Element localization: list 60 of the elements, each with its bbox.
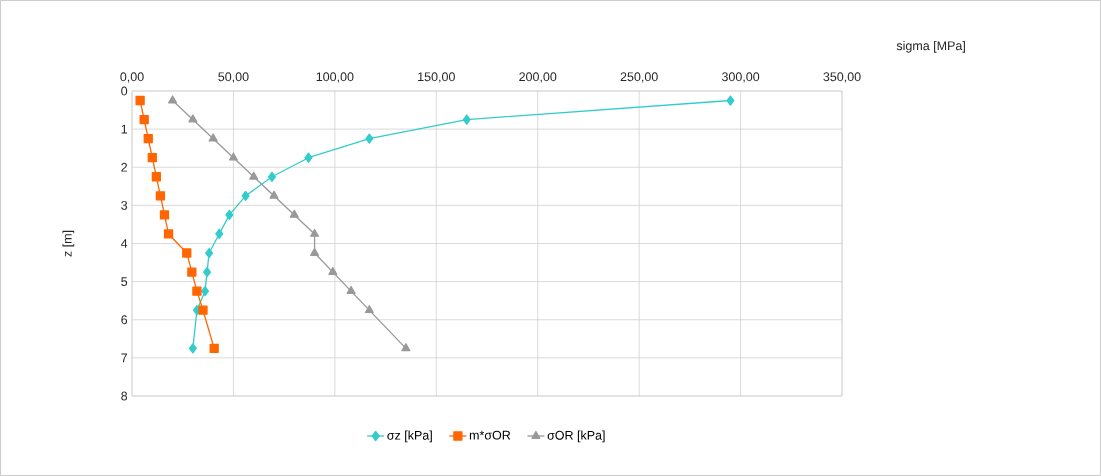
point <box>159 210 170 220</box>
point <box>209 343 219 353</box>
legend-label: m*σOR <box>469 430 511 440</box>
x-tick-label: 0,00 <box>120 72 144 83</box>
point <box>310 228 320 237</box>
point <box>289 209 299 218</box>
x-tick-label: 100,00 <box>316 72 354 83</box>
point <box>163 229 174 239</box>
x-tick-label: 250,00 <box>620 72 658 83</box>
point <box>346 286 356 295</box>
y-tick-label: 5 <box>121 277 128 286</box>
point <box>143 134 153 144</box>
point <box>267 171 277 182</box>
point <box>135 95 145 106</box>
y-tick-label: 2 <box>121 162 128 172</box>
y-tick-label: 4 <box>120 239 128 248</box>
x-tick-label: 350,00 <box>823 72 861 83</box>
y-tick-label: 6 <box>121 315 128 325</box>
point <box>249 171 259 180</box>
point <box>310 247 320 256</box>
y-tick-label: 1 <box>121 124 128 134</box>
y-axis-title: z [m] <box>62 230 75 257</box>
point <box>139 114 149 125</box>
point <box>203 266 212 278</box>
x-tick-label: 50,00 <box>218 72 249 83</box>
point <box>151 172 161 182</box>
point <box>188 343 197 354</box>
point <box>365 133 374 144</box>
point <box>228 152 238 161</box>
y-tick-label: 0 <box>121 86 128 96</box>
y-tick-label: 8 <box>121 391 128 401</box>
point <box>198 305 208 315</box>
point <box>168 95 178 104</box>
point <box>187 267 197 277</box>
point <box>188 114 198 123</box>
point <box>155 191 166 201</box>
point <box>304 152 313 163</box>
point <box>192 286 202 296</box>
y-tick-label: 7 <box>121 353 128 363</box>
x-tick-label: 200,00 <box>519 72 557 83</box>
x-tick-label: 150,00 <box>418 72 455 83</box>
point <box>201 286 210 297</box>
point <box>225 209 234 221</box>
point <box>205 247 214 259</box>
point <box>208 133 218 142</box>
x-tick-label: 300,00 <box>721 72 760 83</box>
x-axis-title: sigma [MPa] <box>896 40 965 53</box>
y-tick-label: 3 <box>121 200 128 210</box>
point <box>182 248 192 258</box>
point <box>462 114 471 125</box>
legend-label: σOR [kPa] <box>547 430 605 443</box>
legend-label: σz [kPa] <box>387 430 432 443</box>
point <box>147 153 157 163</box>
point <box>328 266 338 275</box>
point <box>726 95 735 106</box>
point <box>401 343 411 352</box>
point <box>241 190 250 201</box>
point <box>269 190 279 199</box>
point <box>364 305 374 314</box>
point <box>215 228 224 240</box>
